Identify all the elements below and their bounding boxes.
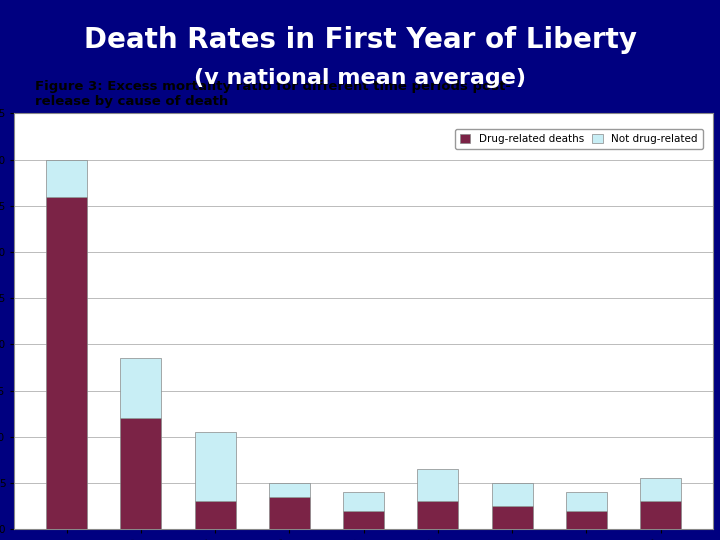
Bar (46, 197, 87, 529)
Bar (269, 483, 310, 497)
Bar (418, 502, 458, 529)
Bar (492, 483, 533, 506)
Bar (120, 358, 161, 419)
Legend: Drug-related deaths, Not drug-related: Drug-related deaths, Not drug-related (455, 129, 703, 150)
Bar (418, 469, 458, 502)
Bar (343, 511, 384, 529)
Text: Figure 3: Excess mortality ratio for different time periods post-
release by cau: Figure 3: Excess mortality ratio for dif… (35, 80, 511, 108)
Bar (194, 502, 235, 529)
Bar (120, 418, 161, 529)
Bar (492, 506, 533, 529)
Bar (640, 478, 681, 502)
Bar (343, 492, 384, 511)
Bar (566, 511, 607, 529)
Bar (640, 502, 681, 529)
Bar (566, 492, 607, 511)
Bar (269, 497, 310, 529)
Bar (46, 160, 87, 197)
Bar (194, 432, 235, 502)
Text: Death Rates in First Year of Liberty: Death Rates in First Year of Liberty (84, 26, 636, 55)
Text: (v national mean average): (v national mean average) (194, 68, 526, 89)
